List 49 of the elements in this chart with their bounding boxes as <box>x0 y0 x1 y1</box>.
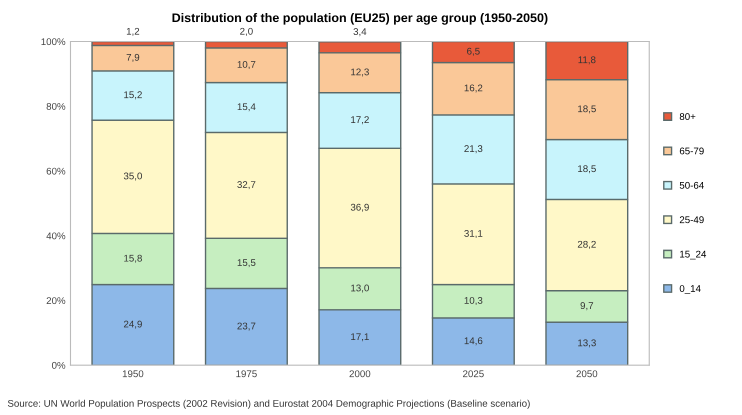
y-tick-label: 20% <box>46 297 66 304</box>
data-label: 14,6 <box>464 337 482 346</box>
data-label: 31,1 <box>464 230 482 238</box>
data-label: 16,2 <box>464 84 482 93</box>
data-label: 9,7 <box>580 302 594 310</box>
x-tick-label: 1975 <box>236 370 257 378</box>
data-label: 2,0 <box>240 28 253 36</box>
data-label: 7,9 <box>126 54 140 62</box>
data-label: 10,3 <box>464 296 482 306</box>
legend-label: 15_24 <box>680 250 706 260</box>
chart-title: Distribution of the population (EU25) per age group (1950-2050) <box>172 12 548 25</box>
data-label: 21,3 <box>464 145 482 154</box>
data-label: 10,7 <box>238 61 256 70</box>
data-label: 12,3 <box>351 68 369 76</box>
legend-label: 25-49 <box>680 216 704 224</box>
x-tick-label: 2000 <box>350 370 370 378</box>
y-tick-label: 40% <box>46 232 66 240</box>
legend-label: 80+ <box>680 113 696 120</box>
data-label: 36,9 <box>350 204 369 212</box>
x-tick-label: 2025 <box>463 370 484 378</box>
legend-label: 0_14 <box>680 285 701 294</box>
legend-label: 65-79 <box>680 148 704 154</box>
data-label: 15,8 <box>124 254 142 263</box>
y-tick-label: 60% <box>46 168 66 175</box>
data-label: 17,2 <box>351 116 369 124</box>
legend-label: 50-64 <box>680 182 704 189</box>
data-label: 24,9 <box>124 320 142 329</box>
data-label: 1,2 <box>126 28 140 36</box>
data-label: 13,0 <box>351 284 369 293</box>
data-label: 11,8 <box>578 56 596 64</box>
y-tick-label: 100% <box>42 38 66 46</box>
data-label: 15,2 <box>124 91 142 100</box>
data-label: 13,3 <box>578 339 596 348</box>
x-tick-label: 2050 <box>576 370 598 378</box>
data-label: 18,5 <box>578 165 596 174</box>
data-label: 23,7 <box>237 322 256 331</box>
source-note: Source: UN World Population Prospects (2002 Revision) and Eurostat 2004 Demographic Projections (Baseline scenario) <box>8 400 530 409</box>
data-label: 15,5 <box>238 259 256 268</box>
y-tick-label: 80% <box>46 102 66 110</box>
data-label: 15,4 <box>238 103 256 112</box>
data-label: 32,7 <box>237 181 256 190</box>
data-label: 18,5 <box>578 105 596 114</box>
x-tick-label: 1950 <box>122 370 144 378</box>
data-label: 3,4 <box>353 28 366 36</box>
y-tick-label: 0% <box>52 362 66 369</box>
data-label: 35,0 <box>124 172 142 181</box>
data-label: 6,5 <box>467 48 480 56</box>
data-label: 17,1 <box>351 333 369 342</box>
data-label: 28,2 <box>578 240 596 249</box>
